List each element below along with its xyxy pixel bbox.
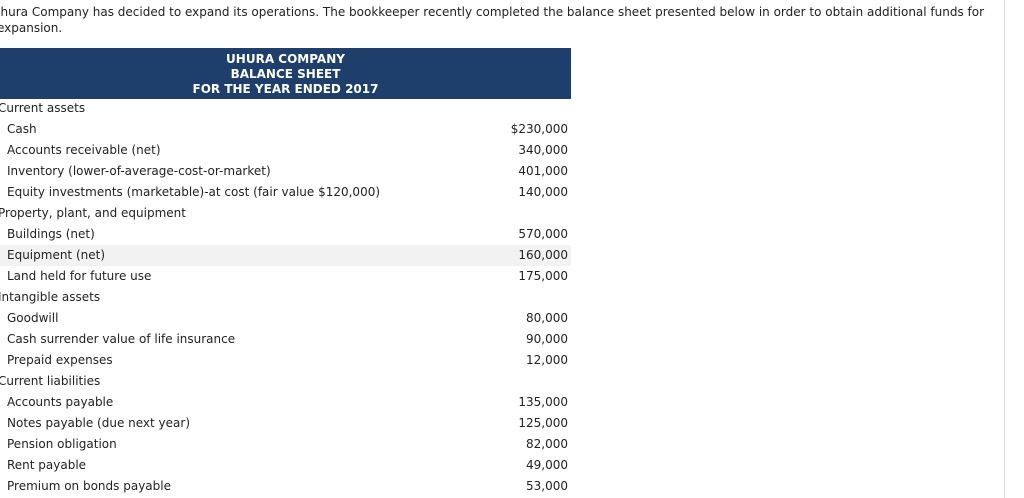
row-amount: $230,000 — [510, 122, 568, 136]
table-row: Prepaid expenses 12,000 — [0, 350, 571, 371]
row-label: Current assets — [0, 101, 86, 115]
row-label: Buildings (net) — [7, 227, 95, 241]
row-label: Equipment (net) — [7, 248, 106, 262]
company-name: UHURA COMPANY — [226, 52, 345, 66]
row-label: Current liabilities — [0, 374, 101, 388]
section-row-intangible-assets: Intangible assets — [0, 287, 571, 308]
row-label: Equity investments (marketable)-at cost … — [7, 185, 381, 199]
row-label: Rent payable — [7, 458, 87, 472]
row-label: Cash surrender value of life insurance — [7, 332, 236, 346]
balance-sheet-table: Current assets Cash $230,000 Accounts re… — [0, 98, 571, 497]
row-amount: 90,000 — [526, 332, 568, 346]
table-row: Cash $230,000 — [0, 119, 571, 140]
row-amount: 53,000 — [526, 479, 568, 493]
row-label: Accounts receivable (net) — [7, 143, 161, 157]
section-row-property-plant-equipment: Property, plant, and equipment — [0, 203, 571, 224]
row-amount: 12,000 — [526, 353, 568, 367]
row-label: Premium on bonds payable — [7, 479, 171, 493]
row-amount: 175,000 — [518, 269, 568, 283]
row-amount: 401,000 — [518, 164, 568, 178]
statement-period: FOR THE YEAR ENDED 2017 — [192, 82, 379, 96]
table-row: Notes payable (due next year) 125,000 — [0, 413, 571, 434]
row-label: Inventory (lower-of-average-cost-or-mark… — [7, 164, 271, 178]
row-amount: 49,000 — [526, 458, 568, 472]
table-row: Accounts payable 135,000 — [0, 392, 571, 413]
row-label: Cash — [7, 122, 37, 136]
table-row: Land held for future use 175,000 — [0, 266, 571, 287]
row-amount: 80,000 — [526, 311, 568, 325]
row-label: Property, plant, and equipment — [0, 206, 186, 220]
table-row: Rent payable 49,000 — [0, 455, 571, 476]
row-amount: 570,000 — [518, 227, 568, 241]
table-row: Equipment (net) 160,000 — [0, 245, 571, 266]
balance-sheet-header: UHURA COMPANY BALANCE SHEET FOR THE YEAR… — [0, 48, 571, 99]
row-amount: 82,000 — [526, 437, 568, 451]
statement-title: BALANCE SHEET — [230, 67, 341, 81]
row-label: Prepaid expenses — [7, 353, 113, 367]
table-row: Inventory (lower-of-average-cost-or-mark… — [0, 161, 571, 182]
section-row-current-liabilities: Current liabilities — [0, 371, 571, 392]
row-label: Pension obligation — [7, 437, 117, 451]
row-label: Land held for future use — [7, 269, 152, 283]
section-row-current-assets: Current assets — [0, 98, 571, 119]
table-row: Cash surrender value of life insurance 9… — [0, 329, 571, 350]
row-label: Notes payable (due next year) — [7, 416, 190, 430]
row-label: Goodwill — [7, 311, 59, 325]
row-amount: 340,000 — [518, 143, 568, 157]
row-amount: 160,000 — [518, 248, 568, 262]
row-label: Accounts payable — [7, 395, 114, 409]
right-divider — [1004, 0, 1005, 498]
table-row: Buildings (net) 570,000 — [0, 224, 571, 245]
table-row: Accounts receivable (net) 340,000 — [0, 140, 571, 161]
table-row: Pension obligation 82,000 — [0, 434, 571, 455]
row-amount: 125,000 — [518, 416, 568, 430]
row-amount: 135,000 — [518, 395, 568, 409]
row-label: Intangible assets — [0, 290, 101, 304]
table-row: Goodwill 80,000 — [0, 308, 571, 329]
problem-intro: Jhura Company has decided to expand its … — [0, 5, 985, 35]
row-amount: 140,000 — [518, 185, 568, 199]
table-row: Equity investments (marketable)-at cost … — [0, 182, 571, 203]
table-row: Premium on bonds payable 53,000 — [0, 476, 571, 497]
